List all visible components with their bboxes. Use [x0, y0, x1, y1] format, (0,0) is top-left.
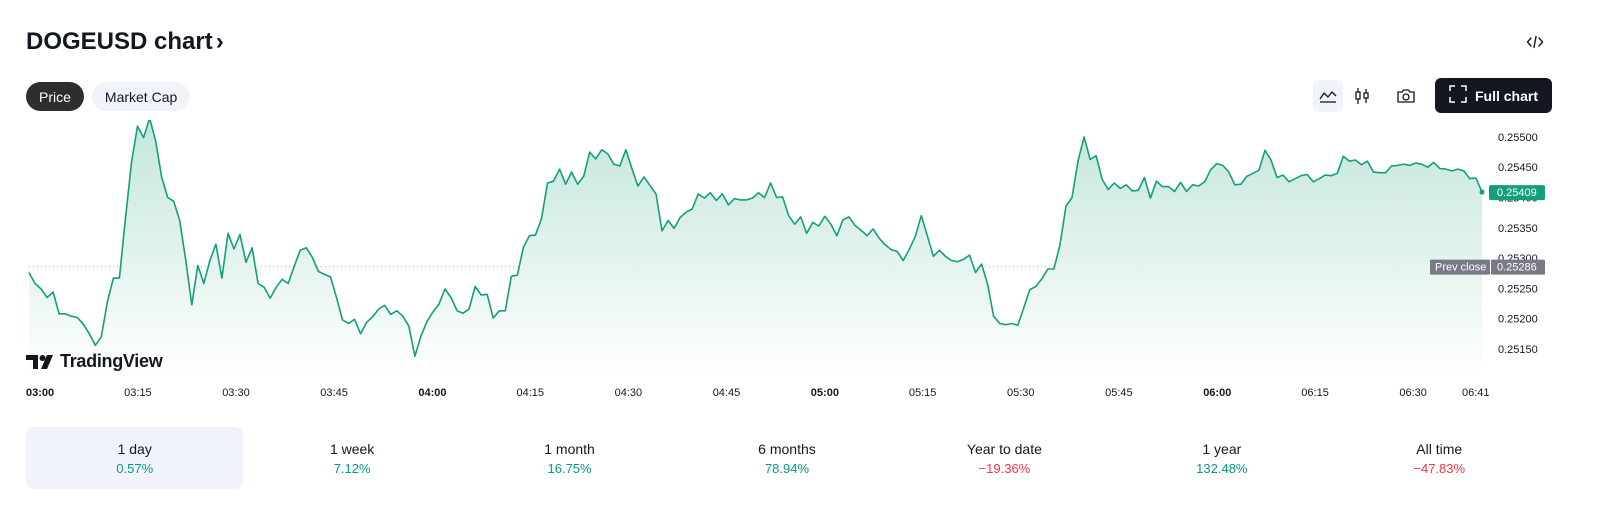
x-tick-label: 04:30 — [615, 387, 643, 399]
x-tick-label: 05:30 — [1007, 387, 1035, 399]
area-chart-icon[interactable] — [1312, 79, 1343, 112]
period-year-to-date[interactable]: Year to date −19.36% — [896, 427, 1113, 489]
prev-close-badge — [1491, 259, 1545, 275]
tab-price[interactable]: Price — [26, 82, 84, 111]
x-tick-label: 03:30 — [222, 387, 250, 399]
x-tick-label: 04:45 — [713, 387, 741, 399]
chevron-right-icon: › — [215, 28, 224, 55]
candles-icon[interactable] — [1347, 80, 1377, 112]
x-tick-label: 03:15 — [124, 387, 152, 399]
y-tick-label: 0.25200 — [1498, 314, 1538, 326]
x-tick-label: 03:00 — [26, 387, 54, 399]
period-change: 16.75% — [547, 460, 592, 476]
chart-toolbar: Full chart — [1312, 78, 1552, 113]
period-change: 132.48% — [1196, 460, 1248, 476]
x-tick-label: 05:15 — [909, 387, 937, 399]
prev-close-text: Prev close — [1435, 262, 1486, 274]
period-change: 0.57% — [116, 460, 154, 476]
chart-title-link[interactable]: DOGEUSD chart › — [26, 28, 224, 56]
x-tick-label: 06:00 — [1203, 387, 1231, 399]
prev-close-value: 0.25286 — [1497, 262, 1537, 274]
tradingview-logo-mark — [26, 354, 53, 369]
logo-text: TradingView — [60, 351, 163, 371]
period-1-year[interactable]: 1 year 132.48% — [1113, 427, 1330, 489]
full-chart-label: Full chart — [1474, 87, 1538, 104]
period-all-time[interactable]: All time −47.83% — [1331, 427, 1548, 489]
camera-icon[interactable] — [1389, 79, 1423, 113]
x-tick-label: 06:41 — [1462, 387, 1490, 399]
period-label: 1 year — [1202, 440, 1242, 457]
x-tick-label: 05:45 — [1105, 387, 1133, 399]
chart-tabs: Price Market Cap — [26, 82, 191, 111]
prev-close-tag — [1430, 259, 1490, 275]
y-tick-label: 0.25150 — [1498, 344, 1538, 356]
x-tick-label: 04:15 — [517, 387, 545, 399]
period-change: 78.94% — [764, 460, 810, 476]
code-embed-icon[interactable] — [1524, 31, 1546, 53]
price-chart[interactable]: 0.251500.252000.252500.253000.253500.254… — [0, 120, 1600, 405]
x-tick-label: 05:00 — [811, 387, 839, 399]
x-tick-label: 06:15 — [1301, 387, 1329, 399]
period-label: All time — [1416, 440, 1463, 457]
last-price-badge — [1489, 185, 1545, 201]
last-price-label: 0.25409 — [1497, 187, 1537, 199]
period-1-month[interactable]: 1 month 16.75% — [461, 427, 678, 489]
full-chart-button[interactable]: Full chart — [1434, 78, 1552, 113]
period-6-months[interactable]: 6 months 78.94% — [678, 427, 895, 489]
period-1-week[interactable]: 1 week 7.12% — [243, 427, 460, 489]
period-label: 1 day — [117, 440, 152, 457]
y-tick-label: 0.25450 — [1498, 162, 1538, 174]
period-change: −19.36% — [978, 460, 1031, 476]
chart-style-group — [1312, 79, 1377, 112]
tab-market-cap[interactable]: Market Cap — [91, 82, 191, 111]
chart-title: DOGEUSD chart — [26, 28, 213, 55]
y-tick-label: 0.25500 — [1498, 132, 1538, 144]
period-change: −47.83% — [1413, 460, 1466, 476]
tradingview-logo: TradingView — [26, 351, 163, 372]
period-1-day[interactable]: 1 day 0.57% — [26, 427, 244, 489]
fullscreen-icon — [1449, 85, 1467, 106]
x-tick-label: 03:45 — [320, 387, 348, 399]
period-label: Year to date — [966, 440, 1042, 457]
period-label: 1 month — [544, 440, 595, 457]
price-area-fill — [29, 120, 1482, 378]
x-tick-label: 06:30 — [1399, 387, 1427, 399]
period-label: 1 week — [329, 440, 375, 457]
x-tick-label: 04:00 — [418, 387, 446, 399]
price-line — [28, 120, 1483, 357]
y-tick-label: 0.25350 — [1498, 223, 1538, 235]
period-performance: 1 day 0.57% 1 week 7.12% 1 month 16.75% … — [26, 427, 1548, 489]
period-change: 7.12% — [333, 460, 371, 476]
y-tick-label: 0.25250 — [1498, 283, 1538, 295]
last-price-dot — [1479, 189, 1485, 195]
period-label: 6 months — [758, 440, 816, 457]
